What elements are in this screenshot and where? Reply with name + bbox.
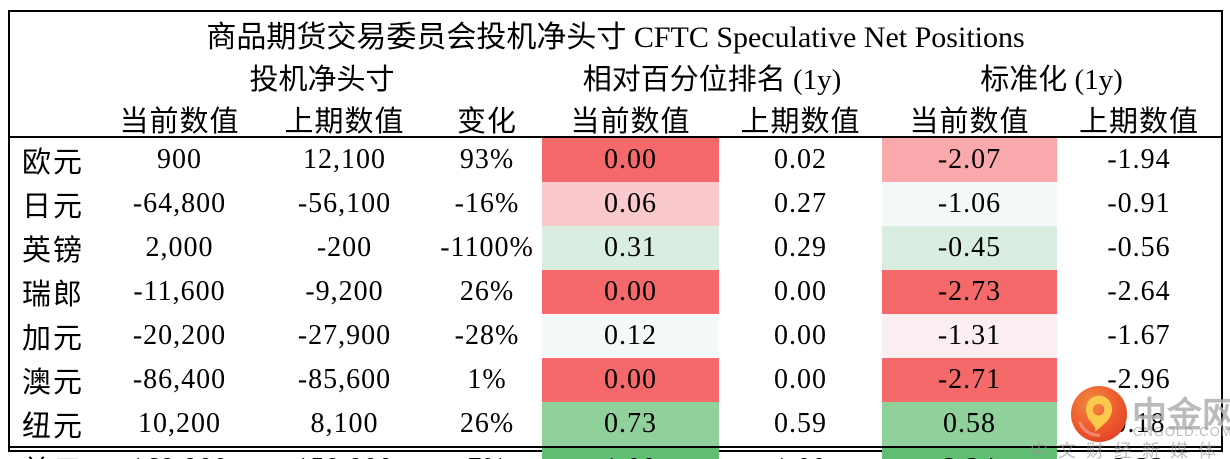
net-change-value: -16% (454, 188, 520, 219)
group-header-row: 投机净头寸 相对百分位排名 (1y) 标准化 (1y) (10, 56, 1221, 98)
currency-label: 纽元 (22, 411, 85, 443)
net-prev-value: 12,100 (303, 144, 386, 175)
pct-prev-value: 0.27 (774, 188, 827, 219)
std-current-value: -1.06 (882, 182, 1057, 226)
pct-current-value: 0.12 (542, 314, 719, 358)
std-current-value: -1.31 (882, 314, 1057, 358)
net-current-value: 2,000 (145, 232, 214, 263)
column-header-row: 当前数值 上期数值 变化 当前数值 上期数值 当前数值 上期数值 (10, 98, 1221, 138)
table-row-cad: 加元 -20,200 -27,900 -28% 0.12 0.00 -1.31 -1.67 (10, 314, 1221, 358)
column-header-net-prev: 上期数值 (284, 106, 405, 138)
net-prev-value: 158,800 (257, 448, 432, 459)
std-current-value: -2.07 (882, 138, 1057, 182)
pct-current-value: 0.00 (542, 138, 719, 182)
table-body: 欧元 900 12,100 93% 0.00 0.02 -2.07 -1.94 日元 -64,80… (10, 138, 1221, 459)
currency-label: 加元 (22, 323, 85, 355)
table-row-eur: 欧元 900 12,100 93% 0.00 0.02 -2.07 -1.94 (10, 138, 1221, 182)
net-prev-value: -9,200 (305, 276, 384, 307)
table-row-nzd: 纽元 10,200 8,100 26% 0.73 0.59 0.58 0.18 (10, 402, 1221, 446)
std-prev-value: -2.64 (1107, 276, 1171, 307)
net-current-value: -64,800 (132, 188, 227, 219)
std-prev-value: 0.18 (1112, 408, 1166, 439)
std-prev-value: -1.67 (1107, 320, 1171, 351)
currency-label: 澳元 (22, 367, 85, 399)
cftc-positions-table: 商品期货交易委员会投机净头寸 CFTC Speculative Net Posi… (8, 10, 1223, 459)
table-row-usd: 美元169,900158,8007%1.001.002.242.32 (10, 446, 1221, 459)
pct-prev-value: 0.59 (774, 408, 827, 439)
net-change-value: -28% (454, 320, 520, 351)
group-header-net-positions: 投机净头寸 (249, 64, 395, 96)
column-header-change: 变化 (456, 106, 517, 138)
net-change-value: 26% (459, 408, 515, 439)
pct-prev-value: 0.29 (774, 232, 827, 263)
net-prev-value: -56,100 (297, 188, 392, 219)
pct-prev-value: 0.00 (774, 364, 827, 395)
std-prev-value: -2.96 (1107, 364, 1171, 395)
std-current-value: -0.45 (882, 226, 1057, 270)
currency-label: 美元 (10, 448, 102, 459)
pct-prev-value: 0.02 (774, 144, 827, 175)
column-header-spacer (10, 98, 102, 140)
pct-current-value: 0.06 (542, 182, 719, 226)
group-header-percentile: 相对百分位排名 (1y) (582, 64, 842, 96)
group-header-standardized: 标准化 (1y) (980, 64, 1123, 96)
column-header-net-current: 当前数值 (119, 106, 240, 138)
net-current-value: 169,900 (102, 448, 257, 459)
column-header-pct-prev: 上期数值 (740, 106, 861, 138)
group-header-spacer (10, 56, 102, 98)
std-current-value: -2.73 (882, 270, 1057, 314)
net-change-value: 93% (459, 144, 515, 175)
pct-current-value: 0.31 (542, 226, 719, 270)
currency-label: 欧元 (22, 147, 85, 179)
currency-label: 瑞郎 (22, 279, 85, 311)
std-prev-value: 2.32 (1057, 448, 1221, 459)
std-prev-value: -0.56 (1107, 232, 1171, 263)
net-prev-value: -85,600 (297, 364, 392, 395)
std-current-value: -2.71 (882, 358, 1057, 402)
pct-prev-value: 0.00 (774, 320, 827, 351)
net-current-value: 900 (157, 144, 202, 175)
table-row-gbp: 英镑 2,000 -200 -1100% 0.31 0.29 -0.45 -0.56 (10, 226, 1221, 270)
pct-current-value: 1.00 (542, 448, 719, 459)
pct-prev-value: 1.00 (719, 448, 882, 459)
net-prev-value: -27,900 (297, 320, 392, 351)
pct-current-value: 0.00 (542, 358, 719, 402)
currency-label: 日元 (22, 191, 85, 223)
table-title: 商品期货交易委员会投机净头寸 CFTC Speculative Net Posi… (206, 21, 1025, 54)
table-row-aud: 澳元 -86,400 -85,600 1% 0.00 0.00 -2.71 -2.96 (10, 358, 1221, 402)
std-prev-value: -1.94 (1107, 144, 1171, 175)
pct-current-value: 0.73 (542, 402, 719, 446)
std-current-value: 2.24 (882, 448, 1057, 459)
net-current-value: -20,200 (132, 320, 227, 351)
column-header-std-current: 当前数值 (909, 106, 1030, 138)
net-prev-value: 8,100 (310, 408, 379, 439)
column-header-std-prev: 上期数值 (1078, 106, 1199, 138)
net-change-value: 26% (459, 276, 515, 307)
table-row-jpy: 日元 -64,800 -56,100 -16% 0.06 0.27 -1.06 -0.91 (10, 182, 1221, 226)
currency-label: 英镑 (22, 235, 85, 267)
pct-current-value: 0.00 (542, 270, 719, 314)
std-prev-value: -0.91 (1107, 188, 1171, 219)
net-change-value: 7% (432, 448, 542, 459)
column-header-pct-current: 当前数值 (570, 106, 691, 138)
pct-prev-value: 0.00 (774, 276, 827, 307)
table-row-chf: 瑞郎 -11,600 -9,200 26% 0.00 0.00 -2.73 -2.64 (10, 270, 1221, 314)
net-current-value: 10,200 (138, 408, 221, 439)
net-current-value: -11,600 (133, 276, 226, 307)
net-change-value: 1% (467, 364, 507, 395)
std-current-value: 0.58 (882, 402, 1057, 446)
net-current-value: -86,400 (132, 364, 227, 395)
net-prev-value: -200 (316, 232, 373, 263)
net-change-value: -1100% (440, 232, 534, 263)
